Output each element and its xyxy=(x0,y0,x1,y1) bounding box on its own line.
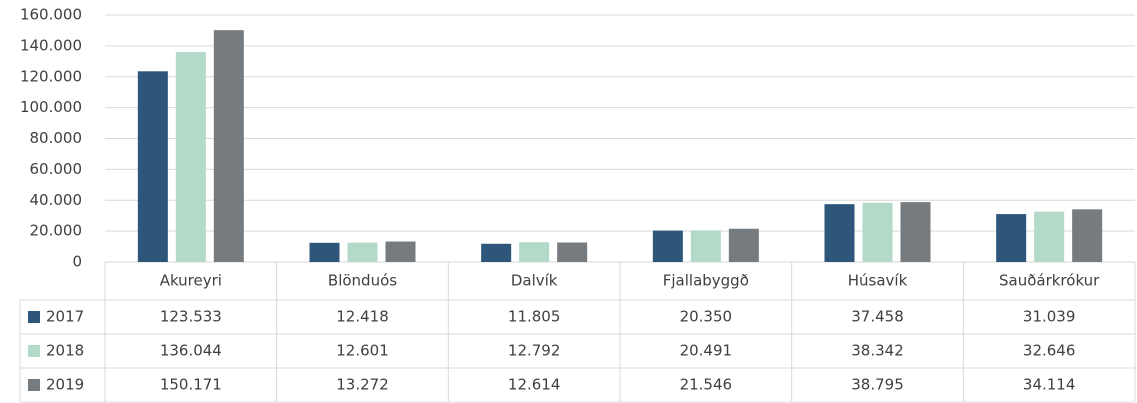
bar xyxy=(137,71,168,262)
legend-key xyxy=(28,311,40,323)
bar xyxy=(175,51,206,263)
x-tick-label: Dalvík xyxy=(511,272,558,290)
bar xyxy=(862,202,893,262)
y-tick-label: 80.000 xyxy=(30,129,83,147)
table-value: 31.039 xyxy=(1023,308,1076,326)
table-value: 20.350 xyxy=(680,308,733,326)
x-tick-label: Húsavík xyxy=(848,272,908,290)
table-value: 11.805 xyxy=(508,308,561,326)
table-value: 12.418 xyxy=(336,308,389,326)
bar xyxy=(519,242,550,262)
y-tick-label: 20.000 xyxy=(30,222,83,240)
table-value: 38.342 xyxy=(851,342,904,360)
bar xyxy=(690,230,721,262)
bar xyxy=(347,242,378,262)
table-value: 38.795 xyxy=(851,376,904,394)
table-value: 34.114 xyxy=(1023,376,1076,394)
bar xyxy=(213,30,244,262)
table-value: 32.646 xyxy=(1023,342,1076,360)
table-value: 12.614 xyxy=(508,376,561,394)
y-tick-label: 0 xyxy=(72,253,82,271)
bar xyxy=(1034,211,1065,262)
bar xyxy=(728,228,759,262)
bar xyxy=(309,242,340,262)
table-value: 37.458 xyxy=(851,308,904,326)
bar xyxy=(1072,209,1103,262)
legend-label: 2019 xyxy=(46,376,84,394)
y-tick-label: 140.000 xyxy=(20,36,82,54)
table-value: 150.171 xyxy=(160,376,222,394)
y-tick-label: 120.000 xyxy=(20,67,82,85)
legend-key xyxy=(28,345,40,357)
bar xyxy=(900,202,931,262)
x-tick-label: Akureyri xyxy=(160,272,222,290)
bar xyxy=(996,214,1027,262)
table-value: 21.546 xyxy=(680,376,733,394)
table-value: 12.601 xyxy=(336,342,389,360)
bar xyxy=(385,241,416,262)
bar xyxy=(652,230,683,262)
x-tick-label: Fjallabyggð xyxy=(663,272,749,290)
bar xyxy=(481,243,512,262)
table-value: 20.491 xyxy=(680,342,733,360)
y-tick-label: 100.000 xyxy=(20,98,82,116)
legend-label: 2018 xyxy=(46,342,84,360)
y-tick-label: 60.000 xyxy=(30,160,83,178)
x-tick-label: Sauðárkrókur xyxy=(999,272,1100,290)
legend-key xyxy=(28,379,40,391)
table-value: 123.533 xyxy=(160,308,222,326)
table-value: 12.792 xyxy=(508,342,561,360)
y-tick-label: 160.000 xyxy=(20,6,82,24)
table-value: 13.272 xyxy=(336,376,389,394)
table-value: 136.044 xyxy=(160,342,222,360)
x-tick-label: Blönduós xyxy=(328,272,397,290)
bar xyxy=(824,204,855,262)
y-tick-label: 40.000 xyxy=(30,191,83,209)
legend-label: 2017 xyxy=(46,308,84,326)
bar xyxy=(557,242,588,262)
